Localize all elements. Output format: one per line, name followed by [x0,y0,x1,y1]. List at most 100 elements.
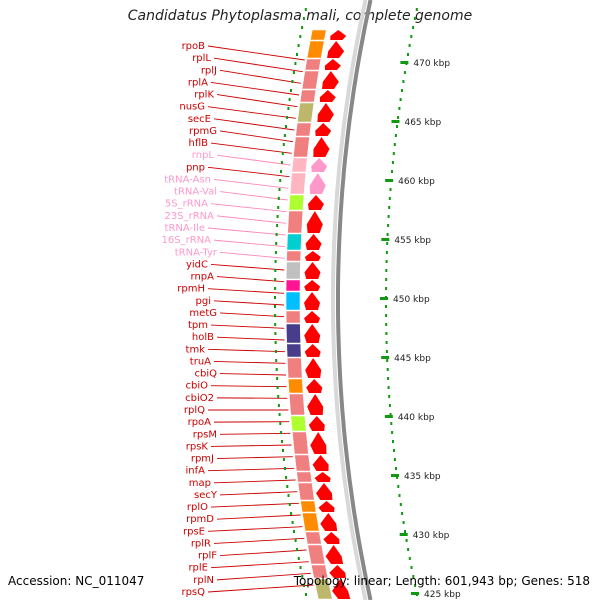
gene-arrow [330,30,347,40]
cog-block [301,70,320,90]
feature-minor-tick [280,161,283,164]
gene-arrow [323,532,340,544]
map-title: Candidatus Phytoplasma mali, complete ge… [127,8,473,24]
cog-block [301,512,320,532]
kbp-minor-tick [393,449,395,452]
feature-minor-tick [277,206,280,209]
leader-line [219,69,301,84]
feature-minor-tick [282,458,285,461]
cog-block [285,310,301,324]
cog-block [286,233,302,251]
gene-label: tRNA-Val [174,187,217,198]
gene-arrow [310,432,327,454]
kbp-label: 440 kbp [398,413,435,423]
gene-label: tRNA-Ile [165,223,205,234]
cog-block [307,544,326,565]
gene-arrow [320,513,338,531]
feature-minor-tick [294,62,297,65]
feature-minor-tick [283,134,286,137]
feature-minor-tick [287,494,290,497]
feature-minor-tick [299,566,302,569]
feature-minor-tick [277,197,280,200]
cog-block [310,564,329,579]
feature-tracks [285,29,351,600]
feature-minor-tick [281,152,284,155]
gene-label: pnp [186,162,205,173]
feature-minor-tick [279,422,282,425]
kbp-minor-tick [388,395,391,398]
cog-block [285,323,301,344]
feature-minor-tick [276,386,279,389]
feature-minor-tick [274,305,276,308]
leader-line [219,491,298,496]
kbp-minor-tick [402,521,405,524]
gene-label: yidC [186,259,208,270]
feature-minor-tick [280,431,283,434]
leader-line [207,227,286,236]
kbp-minor-tick [394,134,397,137]
kbp-label: 430 kbp [413,531,450,541]
feature-minor-tick [275,359,278,362]
kbp-minor-tick [385,323,388,326]
leader-line [210,203,287,213]
kbp-minor-tick [388,404,391,407]
kbp-minor-tick [386,368,389,371]
kbp-minor-tick [388,206,391,209]
leader-line [207,467,295,472]
gene-label: rpoB [182,41,206,52]
kbp-minor-tick [395,467,397,470]
cog-block [297,102,315,123]
feature-minor-tick [285,125,287,128]
gene-arrow [321,71,339,89]
gene-label: rplR [191,538,211,549]
feature-minor-tick [274,269,277,272]
kbp-minor-tick [393,458,396,461]
gene-label: 5S_rRNA [165,199,208,210]
cog-block [287,210,304,234]
feature-minor-tick [296,548,299,551]
feature-minor-tick [296,53,298,56]
cog-block [296,471,313,483]
kbp-major-tick [384,415,393,418]
gene-label: rpmD [186,514,214,525]
leader-line [207,166,290,178]
kbp-minor-tick [385,269,388,272]
gene-label: rplK [194,90,214,101]
leader-line [216,94,298,108]
feature-minor-tick [274,323,277,326]
feature-minor-tick [297,557,300,560]
gene-arrow [308,416,325,431]
kbp-minor-tick [386,242,389,245]
gene-arrow [304,251,321,261]
leader-line [219,251,285,259]
leader-line [210,263,285,271]
kbp-label: 425 kbp [424,590,461,600]
leader-line [210,142,292,154]
leader-line [213,537,305,544]
gene-arrow [306,379,323,393]
gene-label: secY [194,490,218,501]
feature-minor-tick [276,215,279,218]
kbp-minor-tick [405,539,408,542]
gene-arrow [312,455,329,471]
kbp-minor-tick [412,575,415,578]
leader-line [207,288,285,294]
feature-minor-tick [294,539,297,542]
kbp-minor-tick [413,17,416,20]
feature-minor-tick [276,224,279,227]
gene-label: tpm [188,320,208,331]
gene-arrow [327,41,345,58]
gene-arrow [313,137,330,157]
gene-arrow [325,545,344,564]
cog-block [313,578,333,600]
kbp-major-tick [411,592,420,595]
gene-label: rpsK [186,441,209,452]
kbp-minor-tick [410,35,413,38]
feature-minor-tick [292,71,295,74]
leader-line [207,348,285,353]
backbone-shadow [331,0,368,600]
gene-label: tRNA-Tyr [175,247,218,258]
feature-minor-tick [302,17,305,20]
kbp-minor-tick [385,260,388,263]
